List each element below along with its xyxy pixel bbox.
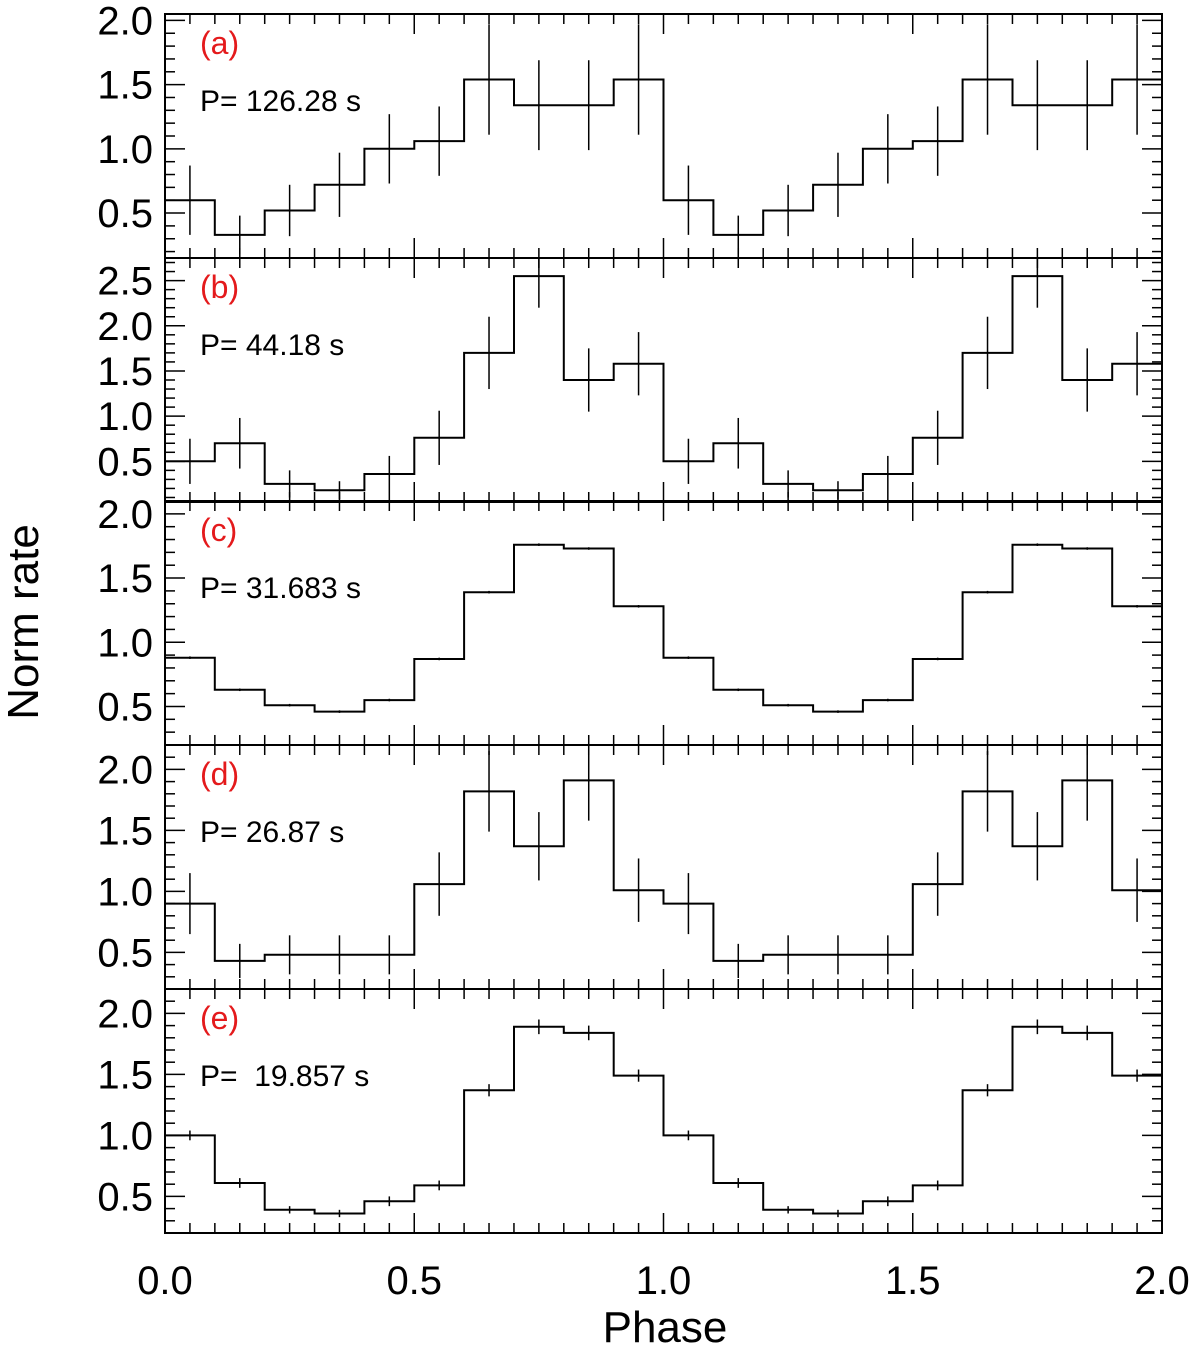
x-tick-label: 1.0 — [636, 1259, 692, 1303]
y-tick-label: 1.5 — [97, 809, 153, 853]
y-tick-label: 2.5 — [97, 260, 153, 304]
panel-label: (a) — [200, 25, 239, 61]
period-label: P= 126.28 s — [200, 85, 361, 118]
y-tick-label: 2.0 — [97, 992, 153, 1036]
y-tick-label: 1.0 — [97, 621, 153, 665]
period-label: P= 26.87 s — [200, 816, 344, 849]
panel-e: 0.5 1.0 1.5 2.0 (e) P= 19.857 s — [97, 988, 1163, 1234]
y-tick-label: 2.0 — [97, 305, 153, 349]
x-tick-label: 2.0 — [1134, 1259, 1190, 1303]
y-tick-label: 1.5 — [97, 557, 153, 601]
profile-step-line — [165, 1025, 1162, 1215]
y-tick-label: 0.5 — [97, 440, 153, 484]
panel-frame — [164, 744, 1163, 990]
x-axis: 0.0 0.5 1.0 1.5 2.0 — [137, 1259, 1190, 1303]
profile-step-line — [165, 779, 1162, 962]
y-tick-label: 1.5 — [97, 64, 153, 108]
y-tick-label: 0.5 — [97, 931, 153, 975]
profile-step-line — [165, 543, 1162, 713]
profile-step-line — [165, 275, 1162, 492]
y-tick-label: 1.0 — [97, 1114, 153, 1158]
panels-group: 0.51.01.52.0 (a)P= 126.28 s0.51.01.52.02.… — [97, 0, 1163, 1234]
y-tick-label: 1.5 — [97, 1053, 153, 1097]
panel-c: 0.5 1.0 1.5 2.0 (c) P= 31.683 s — [97, 493, 1163, 746]
y-tick-label: 0.5 — [97, 192, 153, 236]
y-tick-label: 1.0 — [97, 870, 153, 914]
panel-label: (c) — [200, 512, 237, 548]
panel-label: (d) — [200, 756, 239, 792]
panel-label: (e) — [200, 1000, 239, 1036]
y-tick-label: 0.5 — [97, 1175, 153, 1219]
y-tick-label: 2.0 — [97, 748, 153, 792]
y-axis-title: Norm rate — [0, 524, 48, 720]
panel-d: 0.5 1.0 1.5 2.0 (d) P= 26.87 s — [97, 744, 1163, 990]
panel-b: 0.51.01.52.02.5 (b) P= 44.18 s — [97, 257, 1163, 503]
y-tick-label: 2.0 — [97, 0, 153, 43]
period-label: P= 19.857 s — [200, 1060, 369, 1093]
period-label: P= 44.18 s — [200, 329, 344, 362]
panel-label: (b) — [200, 269, 239, 305]
period-label: P= 31.683 s — [200, 572, 361, 605]
x-tick-label: 0.0 — [137, 1259, 193, 1303]
y-tick-label: 1.0 — [97, 395, 153, 439]
y-tick-label: 2.0 — [97, 493, 153, 537]
y-tick-label: 1.0 — [97, 128, 153, 172]
x-tick-label: 1.5 — [885, 1259, 941, 1303]
y-tick-label: 1.5 — [97, 350, 153, 394]
panel-a: 0.5 1.0 1.5 2.0 (a) P= 126.28 s — [97, 0, 1163, 259]
y-tick-label: 0.5 — [97, 685, 153, 729]
profile-step-line — [165, 78, 1162, 236]
x-axis-title: Phase — [603, 1303, 728, 1352]
x-tick-label: 0.5 — [386, 1259, 442, 1303]
